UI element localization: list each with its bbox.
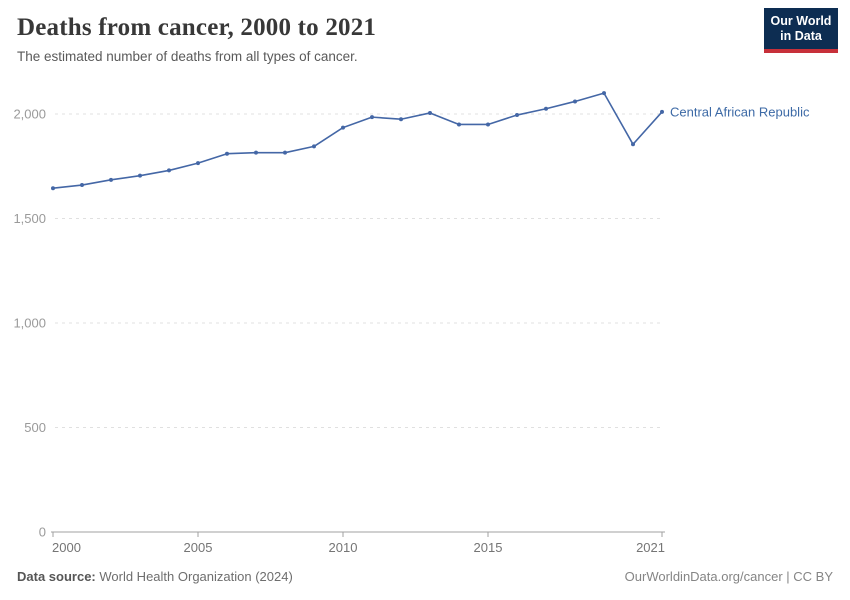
y-axis-tick-label: 2,000 [13,107,46,122]
x-axis-tick-label: 2000 [52,540,81,555]
x-axis-tick-label: 2015 [474,540,503,555]
series-label: Central African Republic [670,104,810,119]
data-point [80,183,84,188]
data-line [52,92,663,189]
data-point [602,91,606,96]
data-point [457,122,461,127]
page-title: Deaths from cancer, 2000 to 2021 [17,14,377,41]
logo-line1: Our World [770,14,832,28]
chart-subtitle: The estimated number of deaths from all … [17,49,358,64]
chart-header: Deaths from cancer, 2000 to 2021 The est… [17,14,376,64]
data-point [660,109,664,114]
logo-line2: in Data [780,29,822,43]
x-axis-tick-label: 2010 [329,540,358,555]
data-point [428,110,432,115]
y-axis-tick-label: 500 [24,420,46,435]
data-point [573,99,577,104]
data-point [109,177,113,182]
y-axis-tick-label: 1,500 [13,211,46,226]
data-point [196,161,200,166]
data-source-label: Data source: [17,568,96,584]
data-point [138,173,142,178]
x-axis-tick-label: 2021 [636,540,665,555]
data-point [283,150,287,155]
data-source: Data source: World Health Organization (… [17,569,293,584]
data-point [51,186,55,191]
owid-logo: Our World in Data [764,8,838,53]
y-axis-tick-label: 0 [39,525,46,540]
data-point [254,150,258,155]
data-point [631,142,635,147]
data-point [486,122,490,127]
data-point [399,117,403,122]
data-point [167,168,171,173]
data-point [225,151,229,156]
data-point [341,125,345,130]
chart-footer: Data source: World Health Organization (… [17,566,833,586]
data-point [544,106,548,111]
data-point [370,115,374,120]
data-source-value: World Health Organization (2024) [95,568,293,584]
y-axis-tick-label: 1,000 [13,316,46,331]
attribution: OurWorldinData.org/cancer | CC BY [624,568,833,584]
data-point [312,144,316,149]
x-axis-tick-label: 2005 [184,540,213,555]
data-point [515,113,519,118]
